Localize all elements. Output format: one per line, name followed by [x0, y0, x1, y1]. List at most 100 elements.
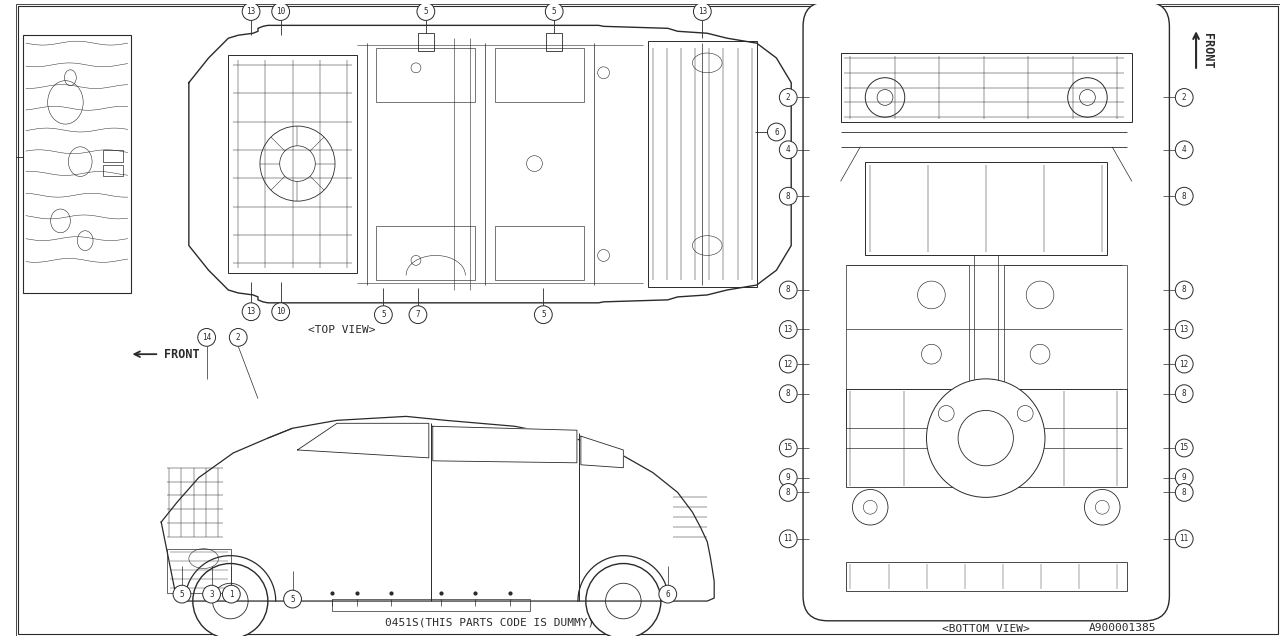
Bar [168, 548, 232, 593]
Text: 1: 1 [229, 589, 234, 598]
Circle shape [535, 306, 552, 324]
Circle shape [1175, 385, 1193, 403]
Text: 11: 11 [1180, 534, 1189, 543]
Circle shape [780, 355, 797, 373]
Bar [865, 162, 1107, 255]
Circle shape [417, 3, 435, 20]
Circle shape [193, 564, 268, 639]
Bar [332, 599, 530, 611]
Text: 0451S(THIS PARTS CODE IS DUMMY): 0451S(THIS PARTS CODE IS DUMMY) [385, 618, 595, 628]
Polygon shape [189, 26, 791, 303]
Text: 7: 7 [416, 310, 420, 319]
Circle shape [1175, 468, 1193, 486]
FancyBboxPatch shape [803, 2, 1170, 621]
Bar [419, 33, 434, 51]
Text: 8: 8 [786, 389, 791, 398]
Text: 8: 8 [1181, 389, 1187, 398]
Circle shape [780, 530, 797, 548]
Text: 12: 12 [783, 360, 792, 369]
Text: 11: 11 [783, 534, 792, 543]
Circle shape [780, 484, 797, 501]
Text: 13: 13 [783, 325, 792, 334]
Text: 2: 2 [786, 93, 791, 102]
Text: 8: 8 [1181, 192, 1187, 201]
Bar [495, 48, 584, 102]
Circle shape [202, 585, 220, 603]
Text: 14: 14 [202, 333, 211, 342]
Circle shape [0, 148, 4, 166]
Circle shape [375, 306, 392, 324]
Bar [376, 226, 475, 280]
Circle shape [780, 468, 797, 486]
Text: 6: 6 [774, 127, 778, 136]
Circle shape [780, 385, 797, 403]
Text: 4: 4 [1181, 145, 1187, 154]
Bar [1004, 266, 1126, 428]
Circle shape [927, 379, 1044, 497]
Text: 13: 13 [1180, 325, 1189, 334]
Bar [846, 388, 1126, 488]
Text: 9: 9 [786, 473, 791, 482]
Text: 15: 15 [783, 444, 792, 452]
Text: <BOTTOM VIEW>: <BOTTOM VIEW> [942, 624, 1029, 634]
Text: 5: 5 [552, 7, 557, 16]
Text: 5: 5 [424, 7, 429, 16]
Text: 10: 10 [276, 307, 285, 316]
Text: 13: 13 [247, 307, 256, 316]
Polygon shape [581, 436, 623, 468]
Circle shape [780, 281, 797, 299]
Text: 8: 8 [1181, 285, 1187, 294]
Text: 12: 12 [1180, 360, 1189, 369]
Polygon shape [297, 423, 429, 458]
Text: FRONT: FRONT [164, 348, 200, 361]
Text: 9: 9 [1181, 473, 1187, 482]
Bar [648, 41, 756, 287]
Circle shape [410, 306, 426, 324]
Circle shape [780, 188, 797, 205]
Bar [846, 266, 969, 428]
Circle shape [1175, 530, 1193, 548]
Text: 13: 13 [247, 7, 256, 16]
Text: 5: 5 [541, 310, 545, 319]
Bar [228, 55, 357, 273]
Text: 10: 10 [276, 7, 285, 16]
Circle shape [242, 303, 260, 321]
Text: 3: 3 [209, 589, 214, 598]
Text: FRONT: FRONT [1202, 33, 1215, 69]
Bar [376, 48, 475, 102]
Bar [547, 33, 562, 51]
Text: <TOP VIEW>: <TOP VIEW> [308, 324, 375, 335]
Circle shape [271, 303, 289, 321]
Circle shape [1175, 141, 1193, 159]
Circle shape [694, 3, 712, 20]
Circle shape [1175, 88, 1193, 106]
Text: 2: 2 [236, 333, 241, 342]
Text: 8: 8 [786, 192, 791, 201]
Text: 5: 5 [291, 595, 294, 604]
Bar [846, 561, 1126, 591]
Circle shape [659, 585, 677, 603]
Circle shape [780, 321, 797, 339]
Text: 5: 5 [381, 310, 385, 319]
Circle shape [586, 564, 660, 639]
Circle shape [173, 585, 191, 603]
Circle shape [271, 3, 289, 20]
Text: A900001385: A900001385 [1089, 623, 1157, 633]
Circle shape [1175, 281, 1193, 299]
Circle shape [1175, 355, 1193, 373]
Bar [102, 164, 123, 177]
Text: 8: 8 [786, 285, 791, 294]
Bar [495, 226, 584, 280]
Text: 15: 15 [1180, 444, 1189, 452]
Circle shape [223, 585, 241, 603]
Circle shape [780, 88, 797, 106]
Circle shape [284, 590, 301, 608]
Bar [841, 53, 1132, 122]
Circle shape [545, 3, 563, 20]
Circle shape [229, 328, 247, 346]
Text: 6: 6 [666, 589, 671, 598]
Text: 5: 5 [179, 589, 184, 598]
Text: 2: 2 [1181, 93, 1187, 102]
Text: 13: 13 [698, 7, 707, 16]
Circle shape [242, 3, 260, 20]
